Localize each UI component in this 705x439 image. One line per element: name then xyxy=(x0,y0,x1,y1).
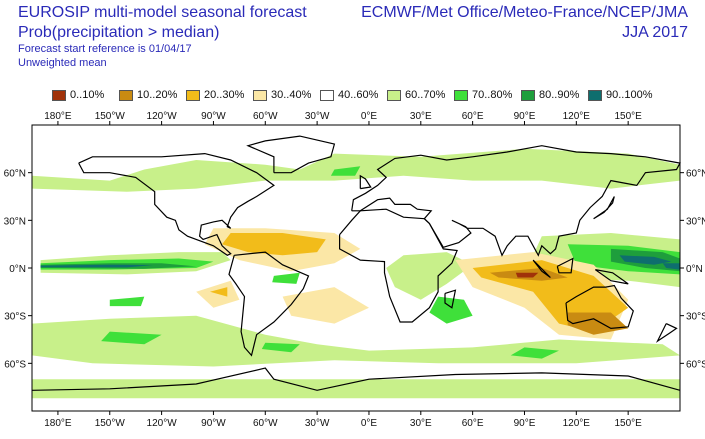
coastline xyxy=(556,257,574,274)
probability-contour xyxy=(619,255,672,265)
probability-contour xyxy=(662,263,680,270)
probability-contour xyxy=(272,272,300,284)
lon-tick-label-bottom: 30°W xyxy=(305,418,330,429)
legend-swatch xyxy=(521,90,535,101)
coastline xyxy=(228,251,310,357)
lon-tick-label-bottom: 0°E xyxy=(361,418,378,429)
lon-tick-label-bottom: 150°E xyxy=(614,418,642,429)
lon-tick-label-top: 120°E xyxy=(563,111,591,122)
lat-tick-label-left: 60°N xyxy=(4,169,26,180)
lon-tick-label-bottom: 90°W xyxy=(201,418,226,429)
centres-label: ECMWF/Met Office/Meteo-France/NCEP/JMA xyxy=(361,4,688,21)
coastline xyxy=(444,289,457,309)
legend-label: 10..20% xyxy=(137,89,178,101)
probability-contour xyxy=(515,272,539,278)
legend-label: 80..90% xyxy=(539,89,580,101)
probability-contour xyxy=(429,296,473,324)
legend-label: 90..100% xyxy=(606,89,653,101)
probability-contour xyxy=(282,287,369,324)
coastlines xyxy=(31,135,681,391)
probability-contour xyxy=(196,280,240,308)
lon-tick-label-top: 150°W xyxy=(95,111,126,122)
lon-tick-label-top: 120°W xyxy=(147,111,178,122)
coastline xyxy=(594,269,629,285)
coastline xyxy=(246,135,336,174)
lat-tick-label-right: 0°N xyxy=(686,264,703,275)
legend-label: 20..30% xyxy=(204,89,245,101)
lon-tick-label-top: 30°E xyxy=(410,111,432,122)
lat-tick-label-left: 30°N xyxy=(4,216,26,227)
lon-tick-label-top: 90°E xyxy=(514,111,536,122)
lat-tick-label-right: 30°N xyxy=(686,216,705,227)
coastline xyxy=(31,367,681,391)
probability-contour xyxy=(109,296,145,307)
legend-swatch xyxy=(320,90,334,101)
coastline xyxy=(359,174,372,190)
lon-tick-label-bottom: 120°E xyxy=(563,418,591,429)
coastline xyxy=(339,208,458,323)
legend-swatch xyxy=(186,90,200,101)
legend-swatch xyxy=(588,90,602,101)
lon-tick-label-top: 90°W xyxy=(201,111,226,122)
legend-label: 0..10% xyxy=(70,89,105,101)
probability-contour xyxy=(210,287,228,297)
coastline xyxy=(655,323,678,343)
lat-tick-label-left: 60°S xyxy=(4,359,26,370)
axis-tick-labels: 180°E 180°E 150°W 150°W 120°W 120°W 90°W 90°W 60… xyxy=(4,111,705,429)
lon-tick-label-top: 30°W xyxy=(305,111,330,122)
probability-contour xyxy=(222,233,326,256)
lon-tick-label-top: 60°W xyxy=(253,111,278,122)
legend-swatch xyxy=(253,90,267,101)
lon-tick-label-top: 60°E xyxy=(462,111,484,122)
legend-swatch xyxy=(119,90,133,101)
lat-tick-label-right: 60°S xyxy=(686,359,705,370)
season-label: JJA 2017 xyxy=(622,24,688,41)
legend-swatch xyxy=(387,90,401,101)
lon-tick-label-bottom: 30°E xyxy=(410,418,432,429)
lon-tick-label-top: 0°E xyxy=(361,111,378,122)
lon-tick-label-bottom: 120°W xyxy=(147,418,178,429)
legend-label: 70..80% xyxy=(472,89,513,101)
lon-tick-label-bottom: 60°W xyxy=(253,418,278,429)
legend-swatch xyxy=(52,90,66,101)
probability-contour xyxy=(330,166,361,176)
lat-tick-label-right: 30°S xyxy=(686,312,705,323)
legend-label: 60..70% xyxy=(405,89,446,101)
probability-contour xyxy=(510,347,559,359)
mean-type: Unweighted mean xyxy=(18,57,107,69)
legend-label: 40..60% xyxy=(338,89,379,101)
legend-swatch xyxy=(454,90,468,101)
lon-tick-label-bottom: 150°W xyxy=(95,418,126,429)
forecast-start-reference: Forecast start reference is 01/04/17 xyxy=(18,43,192,55)
coastline xyxy=(565,284,634,330)
probability-contour xyxy=(261,342,300,353)
lat-tick-label-right: 60°N xyxy=(686,169,705,180)
lon-tick-label-bottom: 90°E xyxy=(514,418,536,429)
probability-contour xyxy=(567,312,629,335)
legend-label: 30..40% xyxy=(271,89,312,101)
probability-fields xyxy=(32,148,680,399)
lat-tick-label-left: 0°N xyxy=(9,264,26,275)
probability-contour xyxy=(386,252,473,300)
probability-contour xyxy=(40,264,153,268)
coastline xyxy=(593,196,615,220)
lon-tick-label-bottom: 180°E xyxy=(44,418,72,429)
lon-tick-label-top: 150°E xyxy=(614,111,642,122)
lon-tick-label-top: 180°E xyxy=(44,111,72,122)
coastline xyxy=(78,152,275,256)
map-subtitle: Prob(precipitation > median) xyxy=(18,24,220,41)
lat-tick-label-left: 30°S xyxy=(4,312,26,323)
map-title: EUROSIP multi-model seasonal forecast xyxy=(18,4,307,21)
axis-ticks xyxy=(28,121,684,415)
coastline xyxy=(532,259,551,278)
lon-tick-label-bottom: 60°E xyxy=(462,418,484,429)
probability-contour xyxy=(101,331,162,345)
